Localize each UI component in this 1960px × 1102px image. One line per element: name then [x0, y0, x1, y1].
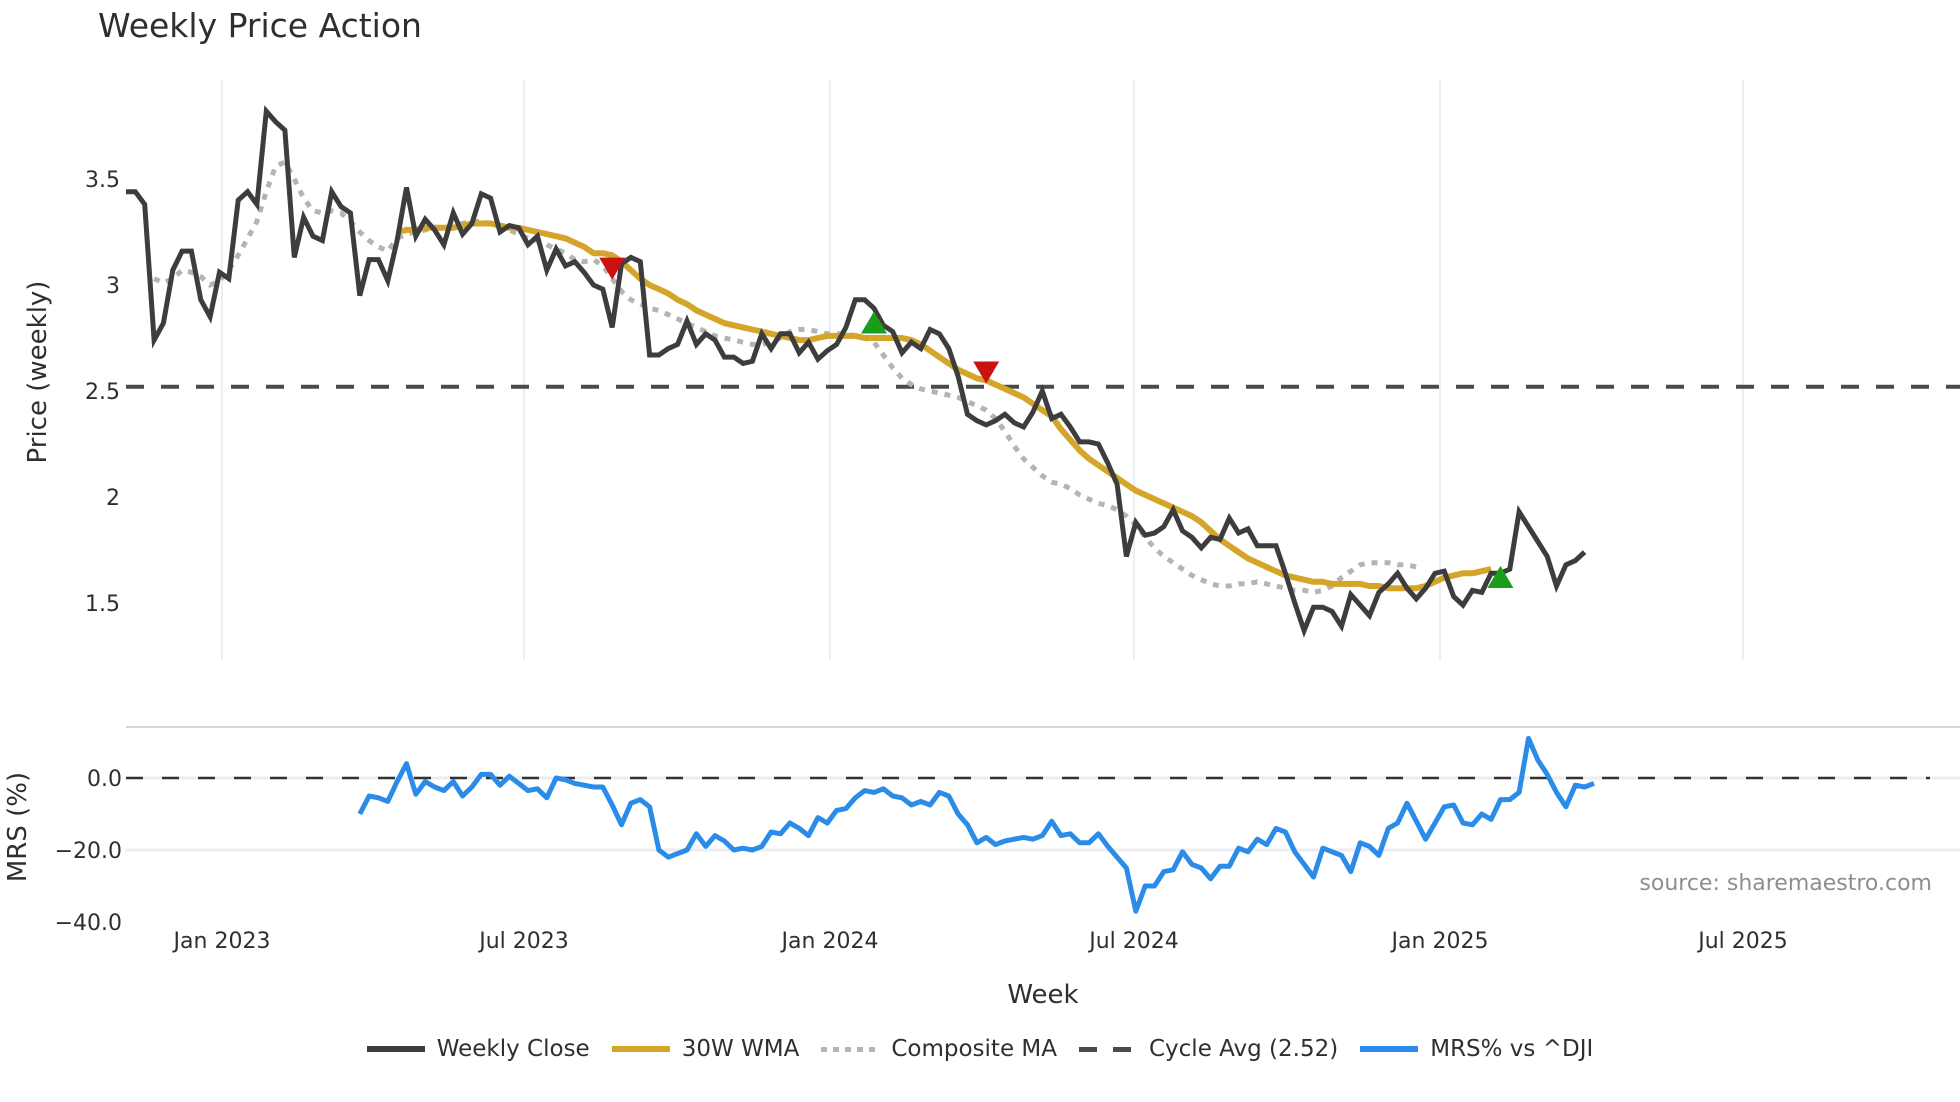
legend-label: Weekly Close	[436, 1036, 590, 1062]
legend-label: 30W WMA	[681, 1036, 800, 1062]
price-axis-title: Price (weekly)	[23, 281, 53, 464]
legend-label: MRS% vs ^DJI	[1430, 1036, 1594, 1062]
sell-signal-marker	[599, 257, 626, 280]
price-tick-label: 3.5	[85, 168, 120, 193]
buy-signal-marker	[1487, 565, 1514, 588]
legend-item[interactable]: 30W WMA	[611, 1036, 800, 1062]
legend-swatch-icon	[821, 1046, 880, 1052]
legend-label: Composite MA	[891, 1036, 1057, 1062]
x-tick-label: Jan 2023	[172, 929, 271, 954]
price-tick-label: 2	[106, 486, 120, 511]
legend-item[interactable]: Weekly Close	[366, 1036, 590, 1062]
composite-ma-line	[153, 158, 1417, 595]
x-tick-label: Jul 2025	[1696, 929, 1788, 954]
mrs-tick-label: −40.0	[55, 911, 122, 936]
legend-item[interactable]: Cycle Avg (2.52)	[1078, 1036, 1339, 1062]
price-tick-label: 1.5	[85, 592, 120, 617]
legend-swatch-icon	[1078, 1046, 1137, 1052]
mrs-series	[357, 735, 1595, 914]
chart-title: Weekly Price Action	[98, 6, 422, 45]
mrs-tick-label: 0.0	[87, 767, 122, 792]
legend-swatch-icon	[366, 1046, 425, 1052]
price-y-axis: 3.5 3 2.5 2 1.5	[85, 168, 120, 617]
legend-swatch-icon	[1360, 1046, 1419, 1052]
legend-label: Cycle Avg (2.52)	[1148, 1036, 1339, 1062]
sell-signal-marker	[973, 361, 1000, 384]
signal-markers	[599, 257, 1514, 588]
x-axis: Jan 2023 Jul 2023 Jan 2024 Jul 2024 Jan 2025…	[172, 929, 1788, 954]
price-tick-label: 3	[106, 274, 120, 299]
x-tick-label: Jan 2025	[1390, 929, 1489, 954]
price-series	[126, 105, 1960, 638]
mrs-axis-title: MRS (%)	[3, 772, 33, 882]
x-tick-label: Jul 2024	[1087, 929, 1179, 954]
x-axis-title: Week	[1007, 980, 1078, 1010]
x-tick-label: Jan 2024	[780, 929, 879, 954]
weekly-close-line	[126, 105, 1587, 638]
wma-30w-line	[396, 220, 1492, 592]
x-tick-label: Jul 2023	[477, 929, 569, 954]
mrs-line	[357, 735, 1595, 914]
price-tick-label: 2.5	[85, 380, 120, 405]
buy-signal-marker	[861, 311, 887, 334]
legend-item[interactable]: Composite MA	[821, 1036, 1057, 1062]
source-note: source: sharemaestro.com	[1639, 871, 1932, 896]
mrs-tick-label: −20.0	[55, 839, 122, 864]
legend-swatch-icon	[611, 1046, 670, 1052]
grid-lines	[126, 80, 1960, 852]
legend-item[interactable]: MRS% vs ^DJI	[1360, 1036, 1593, 1062]
mrs-y-axis: 0.0 −20.0 −40.0	[55, 767, 122, 936]
legend: Weekly Close 30W WMA Composite MA Cycle Avg…	[0, 1036, 1960, 1062]
